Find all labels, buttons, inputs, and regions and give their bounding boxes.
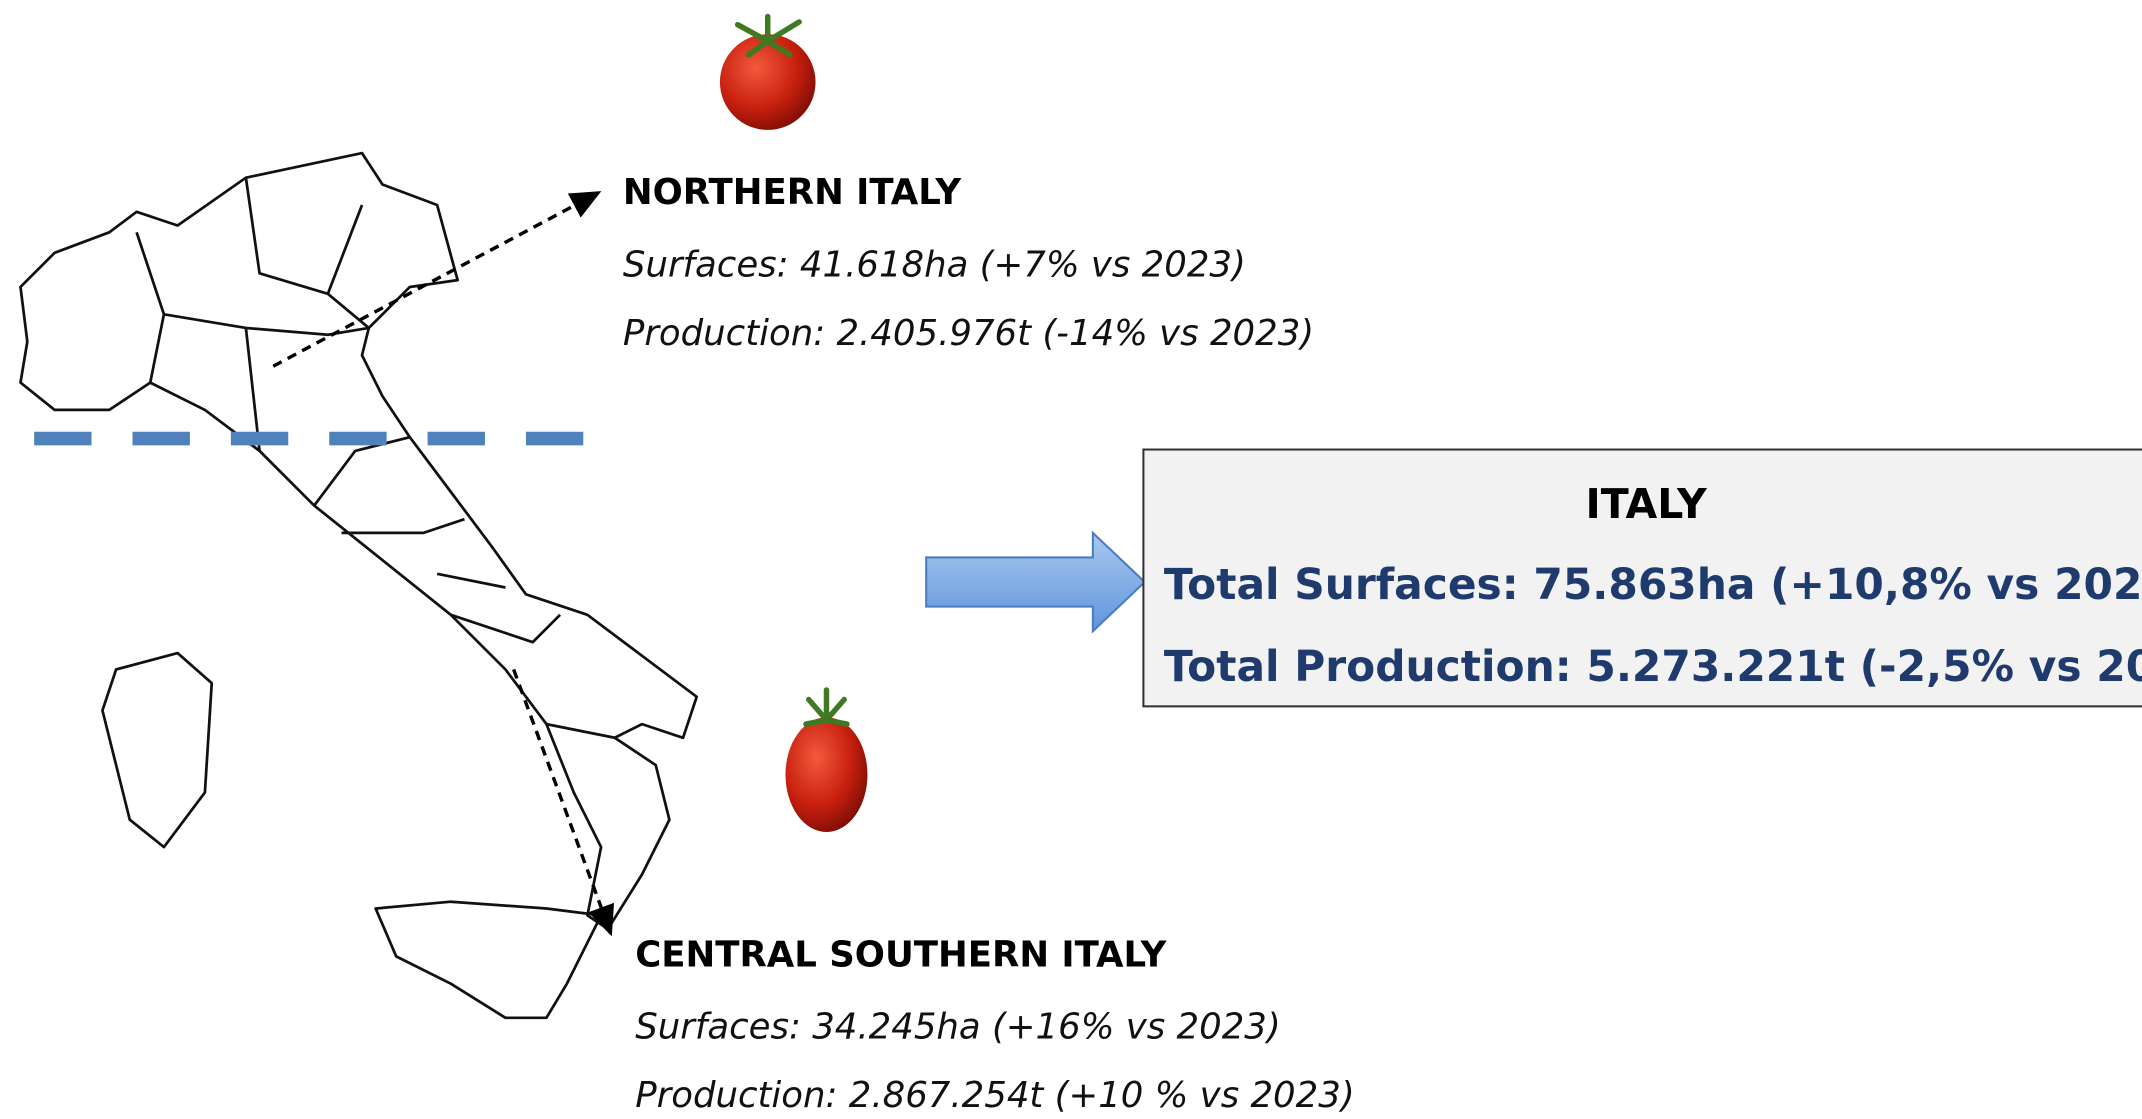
north-production: Production: 2.405.976t (-14% vs 2023) <box>623 313 1314 354</box>
italy-title: ITALY <box>1586 480 1708 528</box>
south-surfaces: Surfaces: 34.245ha (+16% vs 2023) <box>635 1007 1281 1048</box>
north-pointer <box>272 191 602 368</box>
tomato-round <box>719 13 816 130</box>
block-arrow <box>925 530 1147 634</box>
south-production: Production: 2.867.254t (+10 % vs 2023) <box>635 1075 1354 1116</box>
south-title: CENTRAL SOUTHERN ITALY <box>635 934 1167 975</box>
tomato-plum <box>785 687 868 833</box>
total-surfaces: Total Surfaces: 75.863ha (+10,8% vs 2023… <box>1164 560 2142 609</box>
total-production: Total Production: 5.273.221t (-2,5% vs 2… <box>1164 642 2142 691</box>
italy-box <box>1142 448 2142 708</box>
italy-map <box>19 151 699 1020</box>
south-pointer <box>512 668 615 937</box>
north-surfaces: Surfaces: 41.618ha (+7% vs 2023) <box>623 244 1246 285</box>
north-title: NORTHERN ITALY <box>623 172 962 213</box>
